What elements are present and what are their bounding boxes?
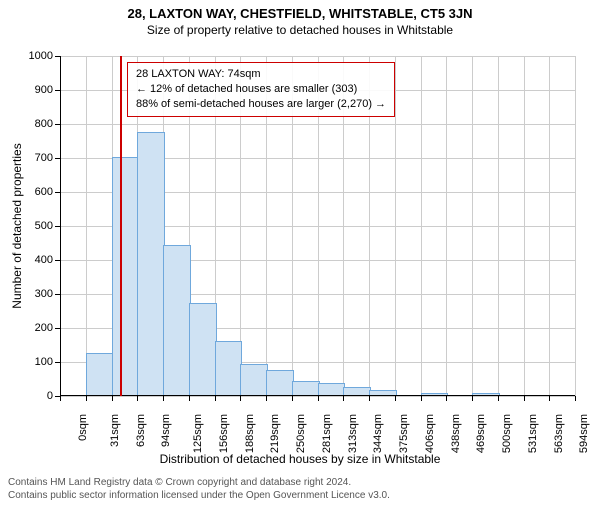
histogram-bar: [189, 303, 217, 396]
x-axis-label: Distribution of detached houses by size …: [0, 452, 600, 466]
x-tick-label: 188sqm: [244, 414, 256, 453]
x-tick-mark: [421, 396, 422, 401]
histogram-bar: [266, 370, 294, 397]
histogram-bar: [240, 364, 268, 396]
x-tick-label: 500sqm: [501, 414, 513, 453]
x-tick-label: 63sqm: [135, 414, 147, 447]
x-tick-mark: [343, 396, 344, 401]
x-tick-mark: [215, 396, 216, 401]
x-tick-mark: [524, 396, 525, 401]
x-tick-label: 594sqm: [579, 414, 591, 453]
x-tick-mark: [266, 396, 267, 401]
x-tick-mark: [189, 396, 190, 401]
y-tick-label: 900: [35, 84, 53, 96]
x-tick-label: 438sqm: [450, 414, 462, 453]
x-tick-label: 156sqm: [218, 414, 230, 453]
grid-line-vertical: [575, 56, 576, 396]
x-tick-mark: [292, 396, 293, 401]
x-tick-mark: [472, 396, 473, 401]
x-axis-line: [60, 395, 575, 396]
grid-line-vertical: [472, 56, 473, 396]
y-tick-label: 600: [35, 186, 53, 198]
chart-plot-area: 010020030040050060070080090010000sqm31sq…: [60, 56, 575, 396]
x-tick-mark: [498, 396, 499, 401]
x-tick-label: 31sqm: [109, 414, 121, 447]
x-tick-mark: [446, 396, 447, 401]
y-tick-label: 0: [47, 390, 53, 402]
grid-line-vertical: [549, 56, 550, 396]
y-tick-label: 800: [35, 118, 53, 130]
grid-line-vertical: [86, 56, 87, 396]
y-axis-line: [60, 56, 61, 396]
x-tick-label: 125sqm: [192, 414, 204, 453]
grid-line-vertical: [446, 56, 447, 396]
x-tick-mark: [369, 396, 370, 401]
x-tick-label: 94sqm: [160, 414, 172, 447]
histogram-bar: [137, 132, 165, 397]
x-tick-label: 281sqm: [321, 414, 333, 453]
y-tick-label: 200: [35, 322, 53, 334]
y-tick-label: 1000: [29, 50, 53, 62]
x-tick-label: 313sqm: [347, 414, 359, 453]
x-tick-label: 563sqm: [553, 414, 565, 453]
callout-line: 28 LAXTON WAY: 74sqm: [136, 67, 386, 82]
histogram-bar: [112, 157, 140, 396]
grid-line-vertical: [524, 56, 525, 396]
chart-footer: Contains HM Land Registry data © Crown c…: [8, 477, 390, 502]
x-tick-label: 219sqm: [270, 414, 282, 453]
y-tick-label: 700: [35, 152, 53, 164]
callout-line: 88% of semi-detached houses are larger (…: [136, 97, 386, 112]
y-tick-label: 300: [35, 288, 53, 300]
x-tick-label: 0sqm: [77, 414, 89, 441]
grid-line-vertical: [421, 56, 422, 396]
x-tick-label: 531sqm: [527, 414, 539, 453]
x-tick-label: 406sqm: [424, 414, 436, 453]
x-tick-mark: [575, 396, 576, 401]
footer-line-1: Contains HM Land Registry data © Crown c…: [8, 477, 390, 490]
histogram-bar: [86, 353, 114, 397]
histogram-bar: [215, 341, 243, 396]
x-tick-mark: [60, 396, 61, 401]
x-tick-mark: [86, 396, 87, 401]
footer-line-2: Contains public sector information licen…: [8, 490, 390, 503]
chart-subtitle: Size of property relative to detached ho…: [0, 23, 600, 37]
y-tick-label: 100: [35, 356, 53, 368]
callout-box: 28 LAXTON WAY: 74sqm← 12% of detached ho…: [127, 62, 395, 117]
y-tick-label: 400: [35, 254, 53, 266]
x-tick-mark: [137, 396, 138, 401]
histogram-bar: [292, 381, 320, 396]
y-axis-label: Number of detached properties: [10, 143, 24, 308]
reference-line: [120, 56, 122, 396]
x-tick-mark: [318, 396, 319, 401]
x-tick-label: 375sqm: [398, 414, 410, 453]
y-tick-label: 500: [35, 220, 53, 232]
x-tick-mark: [549, 396, 550, 401]
x-tick-mark: [163, 396, 164, 401]
x-tick-label: 344sqm: [373, 414, 385, 453]
x-tick-mark: [112, 396, 113, 401]
x-tick-mark: [395, 396, 396, 401]
callout-line: ← 12% of detached houses are smaller (30…: [136, 82, 386, 97]
chart-title-address: 28, LAXTON WAY, CHESTFIELD, WHITSTABLE, …: [0, 6, 600, 21]
grid-line-vertical: [498, 56, 499, 396]
x-tick-mark: [240, 396, 241, 401]
histogram-bar: [163, 245, 191, 396]
x-tick-label: 469sqm: [476, 414, 488, 453]
x-tick-label: 250sqm: [295, 414, 307, 453]
